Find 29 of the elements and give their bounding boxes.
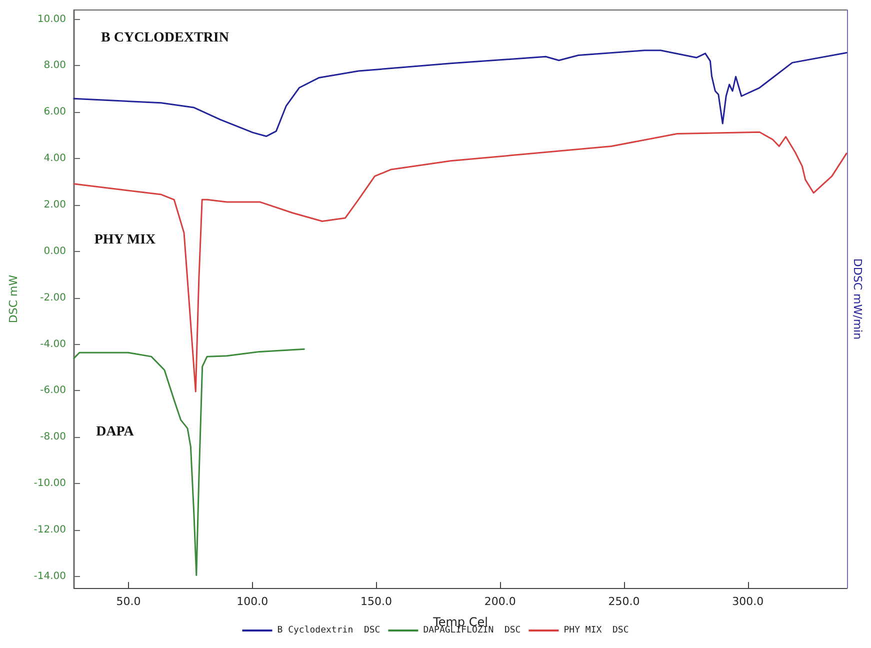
annotation: B CYCLODEXTRIN (101, 30, 229, 46)
legend-label: PHY MIX DSC (564, 626, 629, 636)
y-tick-label: 10.00 (37, 14, 66, 25)
y-tick-label: -14.00 (34, 570, 66, 582)
annotation: DAPA (96, 424, 135, 440)
annotation: PHY MIX (94, 232, 156, 248)
x-tick-label: 300.0 (732, 595, 764, 608)
y-tick-label: 8.00 (44, 60, 66, 72)
x-tick-label: 100.0 (236, 595, 268, 608)
line-series (73, 50, 848, 138)
line-series (73, 131, 848, 392)
y2-axis-title: DDSC mW/min (851, 258, 864, 340)
y-tick-label: -12.00 (34, 524, 66, 536)
x-tick-label: 250.0 (608, 595, 640, 608)
x-tick-label: 200.0 (484, 595, 516, 608)
y-tick-label: 0.00 (44, 246, 66, 257)
legend-label: B Cyclodextrin DSC (277, 626, 380, 636)
y-axis-title: DSC mW (7, 274, 20, 324)
y-tick-label: -2.00 (40, 292, 66, 304)
y-tick-label: 4.00 (44, 153, 66, 164)
y-tick-label: -10.00 (34, 478, 66, 490)
y-tick-label: 2.00 (44, 199, 66, 210)
x-tick-label: 50.0 (116, 595, 141, 608)
y-tick-label: -6.00 (40, 385, 66, 396)
y-tick-label: -8.00 (40, 432, 66, 443)
y-tick-label: -4.00 (40, 338, 66, 350)
x-tick-label: 150.0 (360, 595, 392, 608)
line-series (73, 348, 305, 576)
y-tick-label: 6.00 (44, 106, 66, 118)
